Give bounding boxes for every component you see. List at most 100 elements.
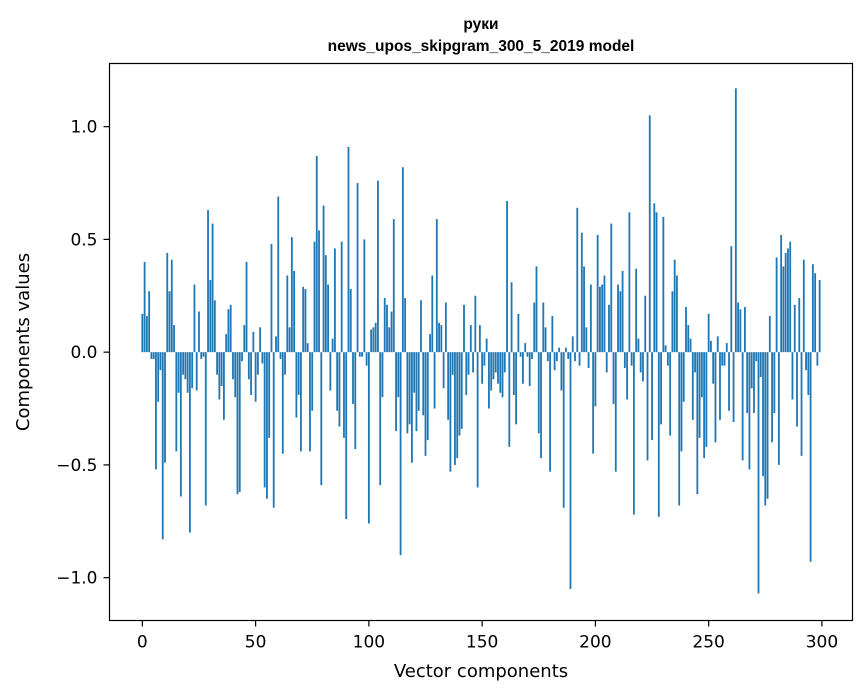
bar-component-137	[451, 352, 454, 375]
bar-component-270	[753, 352, 755, 414]
bar-component-100	[367, 352, 370, 524]
bar-component-130	[435, 219, 438, 353]
bar-component-234	[671, 291, 674, 353]
bar-component-8	[159, 352, 162, 371]
bar-component-55	[266, 352, 268, 499]
bar-component-204	[603, 275, 606, 353]
bar-component-271	[755, 352, 758, 362]
bar-component-149	[478, 325, 481, 353]
bar-component-131	[438, 322, 440, 353]
bar-component-34	[218, 352, 221, 400]
bar-component-81	[324, 255, 327, 353]
bar-component-5	[152, 352, 155, 359]
bar-component-96	[358, 352, 361, 357]
bar-component-206	[608, 304, 610, 353]
bar-component-132	[440, 325, 443, 353]
bar-component-136	[449, 352, 452, 472]
bar-component-253	[714, 352, 717, 443]
bar-component-4	[150, 352, 153, 359]
bar-component-207	[610, 223, 613, 353]
bar-component-197	[587, 352, 590, 368]
bar-component-294	[807, 352, 810, 395]
bar-component-122	[417, 352, 420, 411]
bar-component-281	[777, 352, 780, 465]
bar-component-48	[250, 352, 252, 395]
bar-component-209	[614, 352, 617, 472]
bar-component-260	[730, 246, 733, 353]
bar-component-112	[395, 352, 397, 432]
bar-component-76	[313, 241, 316, 353]
bar-component-35	[220, 352, 223, 386]
bar-component-242	[689, 338, 692, 353]
bar-component-95	[356, 183, 359, 353]
bar-component-288	[793, 304, 796, 353]
bar-component-139	[456, 352, 459, 459]
bar-component-103	[374, 322, 377, 353]
bar-component-73	[306, 343, 309, 353]
bar-component-223	[646, 352, 649, 461]
bar-component-129	[433, 352, 436, 409]
bar-component-162	[508, 352, 511, 447]
bar-component-297	[814, 273, 817, 353]
bar-component-121	[415, 352, 418, 432]
bar-component-195	[583, 266, 585, 353]
bar-component-41	[234, 352, 237, 398]
bar-component-6	[155, 352, 157, 470]
y-axis-ticks: −1.0 −0.5 0.0 0.5 1.0	[56, 118, 110, 589]
bar-component-42	[236, 352, 239, 495]
bar-component-44	[241, 352, 243, 362]
bar-component-37	[225, 334, 228, 353]
bar-component-244	[694, 352, 696, 373]
bar-component-24	[195, 352, 198, 391]
bar-component-237	[678, 352, 681, 506]
bar-component-212	[621, 270, 624, 353]
bar-component-140	[458, 352, 461, 436]
bar-component-231	[664, 345, 667, 353]
bar-component-36	[222, 352, 225, 420]
bar-component-2	[145, 316, 148, 353]
bar-component-68	[295, 352, 298, 418]
bar-component-134	[444, 302, 447, 353]
bar-component-70	[300, 352, 302, 452]
bar-component-292	[802, 259, 805, 353]
bar-component-295	[809, 352, 812, 562]
bar-component-109	[388, 327, 391, 353]
bar-component-198	[589, 284, 592, 353]
bar-component-52	[259, 327, 262, 353]
bar-component-284	[784, 252, 787, 353]
bar-component-181	[551, 316, 554, 353]
bar-component-86	[336, 352, 339, 411]
bar-component-7	[157, 352, 160, 402]
bar-component-259	[728, 352, 730, 411]
plot-frame	[108, 62, 854, 622]
bar-component-175	[537, 352, 540, 434]
bar-component-230	[662, 216, 665, 353]
bar-component-298	[816, 352, 819, 366]
bar-component-40	[232, 352, 234, 380]
bar-component-282	[780, 234, 783, 353]
bar-component-155	[492, 352, 495, 380]
bar-component-211	[619, 291, 622, 353]
bar-component-28	[204, 352, 207, 506]
bar-component-16	[177, 352, 180, 393]
bar-component-32	[213, 300, 216, 353]
bar-component-120	[413, 352, 416, 393]
bar-component-267	[746, 352, 749, 414]
y-tick-label: 0.5	[70, 230, 97, 250]
bar-component-124	[422, 352, 425, 416]
bar-component-92	[349, 289, 352, 353]
bar-component-243	[691, 352, 694, 420]
bar-component-9	[161, 352, 164, 540]
bar-component-183	[555, 352, 558, 362]
bar-component-182	[553, 352, 556, 371]
bar-component-261	[732, 352, 735, 423]
bar-component-173	[533, 302, 536, 353]
bar-component-153	[488, 352, 490, 409]
bar-component-221	[642, 352, 644, 382]
bar-component-151	[483, 352, 486, 366]
bar-component-148	[476, 352, 479, 488]
bar-component-98	[363, 239, 366, 353]
bar-component-126	[426, 352, 429, 441]
bar-component-263	[737, 302, 740, 353]
